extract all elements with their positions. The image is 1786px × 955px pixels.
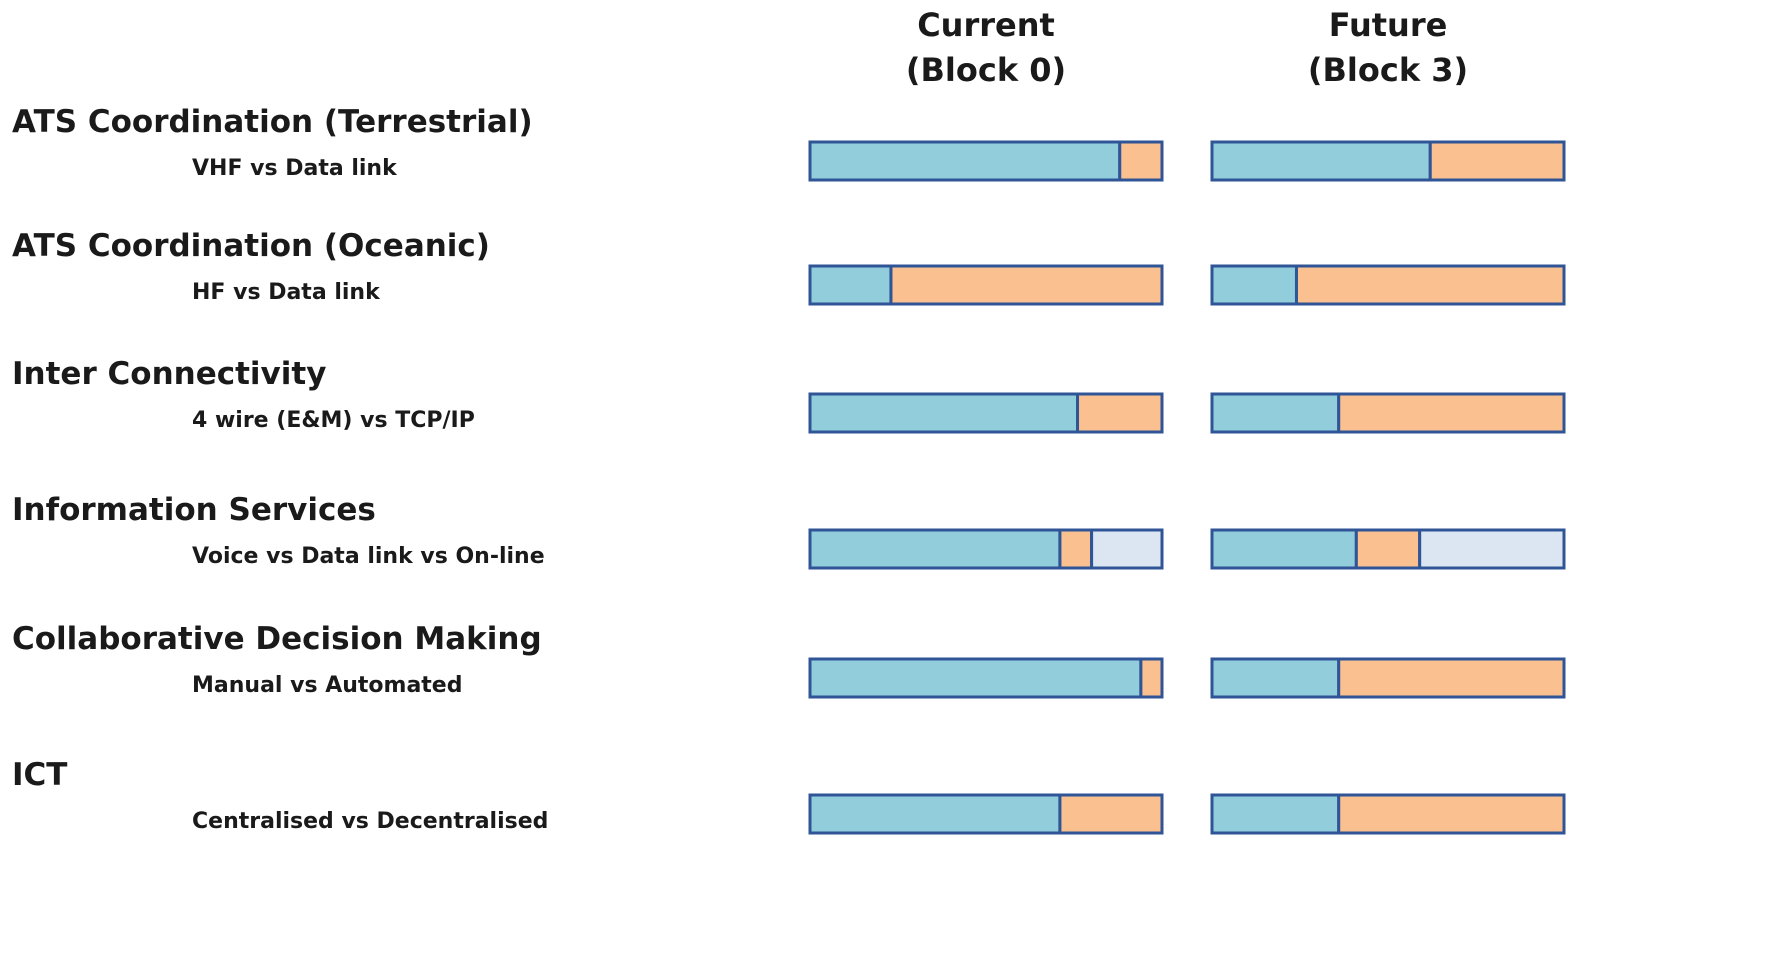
bar-segment <box>1210 392 1341 434</box>
bar-segment <box>1354 528 1422 570</box>
row-title: Information Services <box>12 492 376 528</box>
bar-segment <box>808 657 1143 699</box>
bar-segment <box>1139 657 1164 699</box>
row-subtitle: Manual vs Automated <box>192 673 462 698</box>
column-header: (Block 3) <box>1308 51 1468 89</box>
bar-segment <box>1058 793 1164 835</box>
row-subtitle: Voice vs Data link vs On-line <box>192 544 545 569</box>
bar-segment <box>889 264 1164 306</box>
column-header: (Block 0) <box>906 51 1066 89</box>
bar-segment <box>1118 140 1164 182</box>
bar-segment <box>1058 528 1094 570</box>
bar-segment <box>1337 793 1566 835</box>
row-subtitle: VHF vs Data link <box>192 156 398 181</box>
row-subtitle: Centralised vs Decentralised <box>192 809 548 834</box>
bar-segment <box>808 140 1122 182</box>
bar-segment <box>1210 793 1341 835</box>
row-title: ICT <box>12 757 67 793</box>
bar-segment <box>808 264 893 306</box>
bar-segment <box>1090 528 1164 570</box>
row-subtitle: 4 wire (E&M) vs TCP/IP <box>192 408 475 433</box>
column-header: Current <box>917 6 1055 44</box>
bar-segment <box>1210 528 1358 570</box>
row-title: Collaborative Decision Making <box>12 621 542 657</box>
bar-segment <box>1294 264 1566 306</box>
row-title: ATS Coordination (Oceanic) <box>12 228 490 264</box>
bar-segment <box>1076 392 1164 434</box>
row-subtitle: HF vs Data link <box>192 280 381 305</box>
column-header: Future <box>1329 6 1448 44</box>
bar-segment <box>808 528 1062 570</box>
bar-segment <box>1428 140 1566 182</box>
bar-segment <box>1210 140 1432 182</box>
bar-segment <box>1418 528 1566 570</box>
row-title: Inter Connectivity <box>12 356 326 392</box>
bar-segment <box>1210 264 1298 306</box>
row-title: ATS Coordination (Terrestrial) <box>12 104 533 140</box>
bar-segment <box>808 793 1062 835</box>
bar-segment <box>1210 657 1341 699</box>
bar-segment <box>1337 657 1566 699</box>
bar-segment <box>808 392 1080 434</box>
bar-segment <box>1337 392 1566 434</box>
